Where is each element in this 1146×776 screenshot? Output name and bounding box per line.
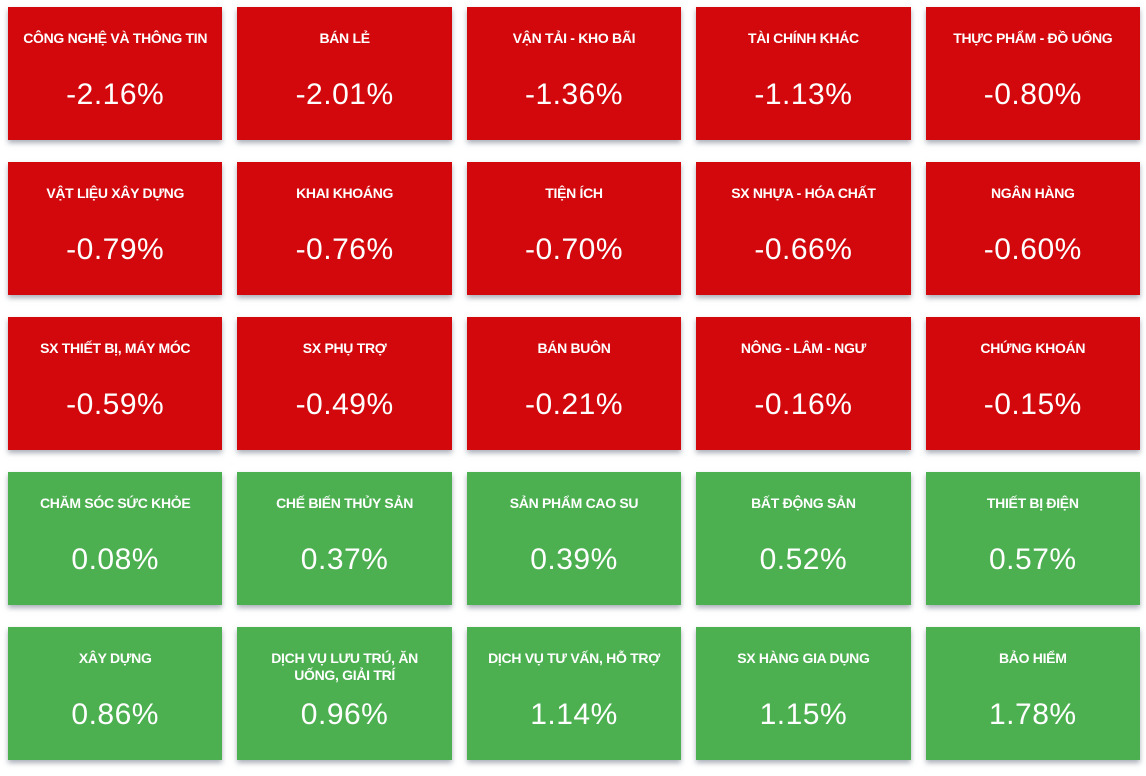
sector-tile[interactable]: SX NHỰA - HÓA CHẤT -0.66% xyxy=(696,162,911,295)
sector-label: CHĂM SÓC SỨC KHỎE xyxy=(39,495,191,511)
sector-tile[interactable]: BÁN LẺ -2.01% xyxy=(237,7,452,140)
sector-label: VẬN TẢI - KHO BÃI xyxy=(512,30,636,46)
sector-value: -0.79% xyxy=(66,233,165,266)
sector-tile[interactable]: SẢN PHẨM CAO SU 0.39% xyxy=(466,472,682,605)
sector-label: SX NHỰA - HÓA CHẤT xyxy=(731,185,876,201)
sector-label: XÂY DỰNG xyxy=(78,650,152,666)
sector-label: KHAI KHOÁNG xyxy=(296,185,394,201)
sector-value: -0.60% xyxy=(983,233,1082,266)
sector-label: CHỨNG KHOÁN xyxy=(980,340,1086,356)
sector-label: DỊCH VỤ TƯ VẤN, HỖ TRỢ xyxy=(488,650,660,666)
sector-label: TIỆN ÍCH xyxy=(545,185,603,201)
sector-value: 0.39% xyxy=(530,543,618,576)
sector-label: BẤT ĐỘNG SẢN xyxy=(751,495,856,511)
sector-value: -0.16% xyxy=(754,388,853,421)
sector-value: 0.86% xyxy=(71,698,159,731)
sector-label: TÀI CHÍNH KHÁC xyxy=(747,30,859,46)
sector-value: -0.80% xyxy=(983,78,1082,111)
sector-tile[interactable]: BÁN BUÔN -0.21% xyxy=(466,317,682,450)
sector-grid: CÔNG NGHỆ VÀ THÔNG TIN -2.16% BÁN LẺ -2.01%… xyxy=(8,7,1140,760)
sector-tile[interactable]: CÔNG NGHỆ VÀ THÔNG TIN -2.16% xyxy=(8,7,223,140)
sector-tile[interactable]: NÔNG - LÂM - NGƯ -0.16% xyxy=(696,317,911,450)
sector-label: THIẾT BỊ ĐIỆN xyxy=(986,495,1079,511)
sector-label: SX HÀNG GIA DỤNG xyxy=(737,650,870,666)
sector-value: -0.49% xyxy=(295,388,394,421)
sector-tile[interactable]: SX HÀNG GIA DỤNG 1.15% xyxy=(696,627,911,760)
sector-tile[interactable]: DỊCH VỤ LƯU TRÚ, ĂN UỐNG, GIẢI TRÍ 0.96% xyxy=(237,627,452,760)
sector-label: SẢN PHẨM CAO SU xyxy=(509,495,639,511)
sector-tile[interactable]: NGÂN HÀNG -0.60% xyxy=(925,162,1140,295)
sector-value: -0.59% xyxy=(66,388,165,421)
sector-tile[interactable]: SX PHỤ TRỢ -0.49% xyxy=(237,317,452,450)
sector-value: 0.37% xyxy=(300,543,389,576)
sector-value: 0.52% xyxy=(759,543,848,576)
sector-value: 1.15% xyxy=(759,698,848,731)
sector-tile[interactable]: VẬN TẢI - KHO BÃI -1.36% xyxy=(466,7,682,140)
sector-tile[interactable]: THIẾT BỊ ĐIỆN 0.57% xyxy=(925,472,1140,605)
sector-value: 1.78% xyxy=(989,698,1077,731)
sector-label: NGÂN HÀNG xyxy=(990,185,1075,201)
sector-value: 0.08% xyxy=(71,543,159,576)
sector-tile[interactable]: BẤT ĐỘNG SẢN 0.52% xyxy=(696,472,911,605)
sector-value: -0.21% xyxy=(524,388,624,421)
sector-value: -1.36% xyxy=(524,78,624,111)
sector-label: NÔNG - LÂM - NGƯ xyxy=(740,340,866,356)
sector-value: -0.76% xyxy=(295,233,394,266)
sector-tile[interactable]: TIỆN ÍCH -0.70% xyxy=(466,162,682,295)
sector-label: CÔNG NGHỆ VÀ THÔNG TIN xyxy=(23,30,208,46)
sector-value: -2.01% xyxy=(295,78,394,111)
sector-value: -0.15% xyxy=(983,388,1082,421)
sector-label: BÁN LẺ xyxy=(319,30,370,46)
sector-value: -0.66% xyxy=(754,233,853,266)
sector-tile[interactable]: SX THIẾT BỊ, MÁY MÓC -0.59% xyxy=(8,317,223,450)
sector-label: BÁN BUÔN xyxy=(537,340,611,356)
sector-value: 1.14% xyxy=(530,698,618,731)
sector-label: SX THIẾT BỊ, MÁY MÓC xyxy=(40,340,191,356)
sector-value: -2.16% xyxy=(66,78,165,111)
sector-value: -0.70% xyxy=(524,233,624,266)
sector-label: VẬT LIỆU XÂY DỰNG xyxy=(46,185,185,201)
sector-value: -1.13% xyxy=(754,78,853,111)
sector-value: 0.96% xyxy=(300,698,389,731)
sector-label: BẢO HIỂM xyxy=(998,650,1067,666)
sector-tile[interactable]: BẢO HIỂM 1.78% xyxy=(925,627,1140,760)
sector-label: DỊCH VỤ LƯU TRÚ, ĂN UỐNG, GIẢI TRÍ xyxy=(271,650,418,683)
sector-tile[interactable]: DỊCH VỤ TƯ VẤN, HỖ TRỢ 1.14% xyxy=(466,627,682,760)
sector-tile[interactable]: CHĂM SÓC SỨC KHỎE 0.08% xyxy=(8,472,223,605)
sector-label: THỰC PHẨM - ĐỒ UỐNG xyxy=(953,30,1113,46)
sector-tile[interactable]: CHỨNG KHOÁN -0.15% xyxy=(925,317,1140,450)
sector-label: SX PHỤ TRỢ xyxy=(302,340,387,356)
sector-value: 0.57% xyxy=(989,543,1077,576)
sector-tile[interactable]: VẬT LIỆU XÂY DỰNG -0.79% xyxy=(8,162,223,295)
sector-label: CHẾ BIẾN THỦY SẢN xyxy=(276,495,414,511)
sector-tile[interactable]: THỰC PHẨM - ĐỒ UỐNG -0.80% xyxy=(925,7,1140,140)
sector-tile[interactable]: CHẾ BIẾN THỦY SẢN 0.37% xyxy=(237,472,452,605)
sector-tile[interactable]: KHAI KHOÁNG -0.76% xyxy=(237,162,452,295)
sector-tile[interactable]: TÀI CHÍNH KHÁC -1.13% xyxy=(696,7,911,140)
sector-tile[interactable]: XÂY DỰNG 0.86% xyxy=(8,627,223,760)
